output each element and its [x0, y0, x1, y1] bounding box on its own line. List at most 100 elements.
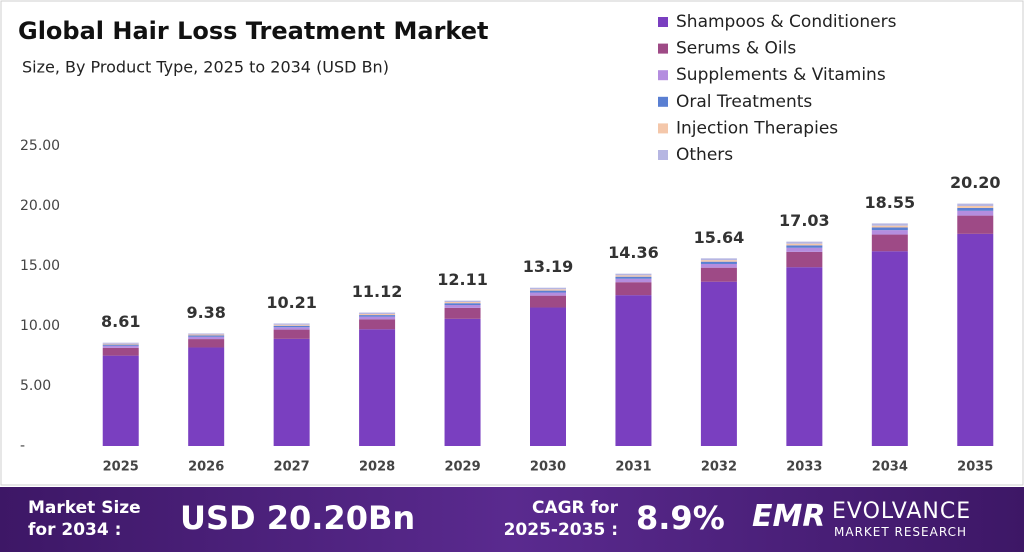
- bar-segment: [102, 344, 139, 346]
- bar-segment: [444, 302, 481, 304]
- x-tick-label: 2029: [444, 460, 480, 475]
- bar-segment: [700, 260, 737, 262]
- legend-swatch: [658, 43, 668, 54]
- chart: Global Hair Loss Treatment Market Size, …: [0, 0, 1024, 486]
- bar-segment: [530, 292, 566, 296]
- bar-segment: [359, 315, 396, 317]
- bar-segment: [530, 289, 566, 291]
- y-tick-label: -: [20, 438, 25, 454]
- legend-swatch: [658, 70, 668, 81]
- bar-segment: [444, 307, 481, 319]
- bar-segment: [786, 245, 823, 248]
- total-label: 11.12: [352, 282, 403, 301]
- bar-segment: [273, 327, 310, 330]
- total-label: 13.19: [523, 257, 574, 276]
- cagr-value: 8.9%: [636, 499, 725, 537]
- bar-segment: [957, 207, 994, 211]
- chart-title: Global Hair Loss Treatment Market: [18, 17, 488, 45]
- bar-segment: [615, 275, 652, 277]
- bar-segment: [273, 324, 310, 326]
- bar-segment: [102, 342, 139, 344]
- legend-label: Oral Treatments: [676, 92, 812, 112]
- legend-label: Serums & Oils: [676, 39, 796, 59]
- total-label: 17.03: [779, 211, 830, 230]
- total-label: 12.11: [437, 270, 488, 289]
- bar-segment: [102, 343, 139, 345]
- bar-segment: [530, 290, 566, 293]
- logo-name: EVOLVANCE: [832, 499, 972, 524]
- bar-segment: [102, 355, 139, 446]
- footer: Market Size for 2034 : USD 20.20Bn CAGR …: [0, 487, 1024, 552]
- bar-segment: [359, 312, 396, 314]
- bar-segment: [700, 258, 737, 261]
- x-tick-label: 2027: [274, 460, 310, 475]
- bar-segment: [957, 233, 994, 446]
- bar-segment: [700, 263, 737, 268]
- bar-segment: [444, 318, 481, 446]
- logo-mark: EMR: [752, 499, 826, 534]
- logo-tagline: MARKET RESEARCH: [834, 525, 967, 539]
- bar-segment: [871, 223, 908, 226]
- bar-segment: [957, 210, 994, 216]
- bar-segment: [615, 276, 652, 279]
- x-tick-label: 2031: [615, 460, 651, 475]
- bar-segment: [188, 339, 225, 348]
- bar-segment: [530, 287, 566, 290]
- bar-segment: [786, 267, 823, 446]
- bar-segment: [957, 206, 994, 208]
- total-label: 15.64: [694, 228, 745, 247]
- y-tick-label: 10.00: [20, 318, 60, 334]
- bar-segment: [444, 300, 481, 302]
- bar-segment: [530, 307, 566, 446]
- total-label: 20.20: [950, 173, 1001, 192]
- legend-swatch: [658, 150, 668, 160]
- x-tick-label: 2032: [701, 460, 737, 475]
- bar-segment: [273, 325, 310, 328]
- bar-segment: [444, 303, 481, 305]
- bar-segment: [871, 225, 908, 228]
- bar-segment: [359, 314, 396, 316]
- bar-segment: [871, 234, 908, 252]
- x-tick-label: 2030: [530, 460, 566, 475]
- y-tick-label: 5.00: [20, 378, 51, 394]
- bar-segment: [871, 251, 908, 446]
- bar-segment: [359, 319, 396, 330]
- bar-segment: [786, 241, 823, 244]
- total-label: 9.38: [186, 303, 225, 322]
- bar-segment: [700, 267, 737, 282]
- legend-swatch: [658, 17, 668, 27]
- market-size-value: USD 20.20Bn: [180, 499, 416, 537]
- chart-subtitle: Size, By Product Type, 2025 to 2034 (USD…: [22, 58, 389, 77]
- x-tick-label: 2035: [957, 460, 993, 475]
- bar-segment: [786, 243, 823, 246]
- bar-segment: [957, 215, 994, 234]
- legend-label: Others: [676, 145, 733, 165]
- legend-label: Shampoos & Conditioners: [676, 12, 897, 32]
- legend-swatch: [658, 96, 668, 107]
- x-tick-label: 2028: [359, 460, 395, 475]
- bar-segment: [188, 347, 225, 446]
- y-tick-label: 25.00: [20, 138, 60, 154]
- bar-segment: [871, 227, 908, 231]
- bar-segment: [871, 230, 908, 235]
- bar-segment: [615, 295, 652, 446]
- x-tick-label: 2025: [103, 460, 139, 475]
- chart-frame: [0, 0, 1024, 486]
- bar-segment: [188, 336, 225, 340]
- bar-segment: [957, 203, 994, 206]
- bar-segment: [786, 251, 823, 268]
- bar-segment: [273, 338, 310, 446]
- x-tick-label: 2026: [188, 460, 224, 475]
- legend-label: Injection Therapies: [676, 118, 838, 138]
- bar-segment: [700, 281, 737, 446]
- bar-segment: [273, 323, 310, 325]
- total-label: 10.21: [266, 293, 317, 312]
- total-label: 8.61: [101, 312, 140, 331]
- total-label: 14.36: [608, 243, 659, 262]
- total-label: 18.55: [865, 193, 916, 212]
- bar-segment: [615, 278, 652, 283]
- bar-segment: [188, 333, 225, 335]
- bar-segment: [188, 334, 225, 336]
- market-size-label: Market Size for 2034 :: [28, 498, 141, 540]
